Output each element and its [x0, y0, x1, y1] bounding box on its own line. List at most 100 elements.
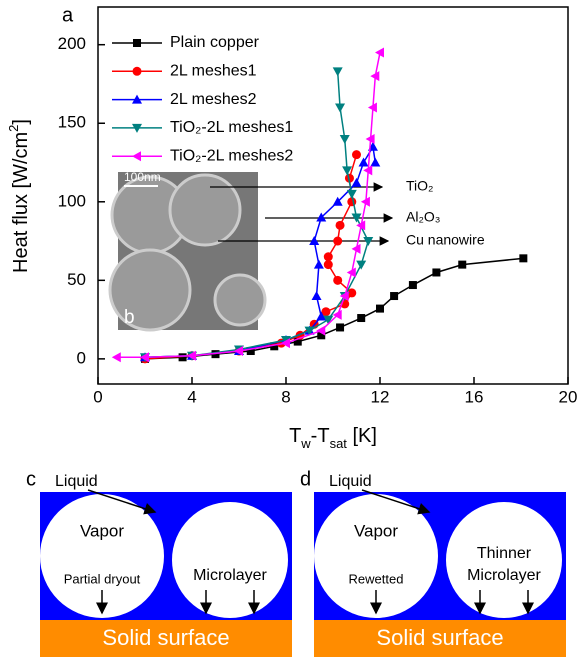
marker [293, 337, 302, 346]
x-tick-label: 12 [371, 387, 390, 406]
marker [346, 189, 357, 199]
panel-label: a [62, 4, 74, 26]
marker [211, 350, 220, 359]
y-axis-label-part: 2 [6, 125, 21, 132]
arrow [87, 489, 157, 515]
marker [311, 291, 322, 301]
x-tick-label: 4 [187, 387, 196, 406]
legend-label: 2L meshes1 [170, 63, 257, 80]
marker [339, 134, 350, 144]
y-axis-label-part: Heat flux [W/cm [10, 132, 32, 273]
liquid-label: Liquid [329, 473, 372, 490]
legend-label: 2L meshes2 [170, 91, 257, 108]
marker [234, 346, 243, 357]
marker [316, 212, 327, 222]
marker [519, 254, 528, 263]
marker [333, 275, 343, 285]
marker [408, 281, 417, 290]
inset-label: b [124, 307, 135, 328]
right-note: Microlayer [193, 567, 267, 584]
marker [376, 304, 384, 313]
scale-bar-label: 100nm [124, 170, 161, 184]
nanowire [108, 248, 192, 332]
x-tick-label: 0 [93, 387, 102, 406]
marker [360, 196, 370, 207]
x-tick-label: 8 [281, 387, 290, 406]
legend-label: TiO₂-2L meshes1 [170, 119, 293, 136]
marker [339, 291, 349, 302]
marker [111, 352, 121, 363]
marker [133, 39, 141, 47]
marker [317, 331, 326, 340]
marker [270, 342, 279, 351]
marker [323, 315, 334, 325]
y-tick-label: 100 [58, 191, 86, 210]
marker [313, 259, 324, 269]
marker [363, 165, 373, 176]
vapor-bubble [314, 494, 438, 618]
marker [356, 260, 367, 270]
x-tick-label: 20 [559, 387, 578, 406]
marker [132, 66, 142, 76]
legend-label: Plain copper [170, 34, 260, 51]
marker [309, 236, 320, 246]
x-tick-label: 16 [465, 387, 484, 406]
arrow [361, 489, 431, 515]
surface-label: Solid surface [376, 625, 503, 650]
x-axis-label-part: w [300, 436, 311, 451]
marker [375, 47, 384, 58]
y-axis-label-part: ] [10, 119, 32, 125]
panel-label: c [26, 468, 36, 490]
x-axis-label-part: sat [330, 436, 348, 451]
marker [356, 220, 366, 231]
marker [357, 314, 366, 323]
marker [358, 157, 369, 167]
vapor-label: Vapor [80, 521, 124, 540]
marker [332, 67, 343, 77]
x-axis-label: Tw-Tsat [K] [289, 425, 377, 451]
marker [323, 252, 333, 262]
annotation: TiO₂ [406, 178, 433, 194]
right-note: Thinner [477, 545, 532, 562]
marker [304, 326, 315, 336]
marker [367, 102, 377, 113]
marker [316, 325, 326, 336]
marker [332, 196, 343, 206]
marker [333, 236, 343, 246]
vapor-bubble [446, 502, 562, 618]
y-tick-label: 50 [67, 270, 86, 289]
solid-surface [314, 620, 566, 657]
marker [432, 268, 441, 277]
marker [335, 220, 345, 230]
y-axis-label: Heat flux [W/cm2] [6, 119, 32, 273]
vapor-bubble [40, 494, 164, 618]
vapor-bubble [172, 502, 288, 618]
marker [347, 288, 357, 298]
marker [132, 94, 142, 104]
marker [187, 350, 196, 361]
marker [321, 307, 331, 317]
marker [332, 309, 342, 320]
left-note: Partial dryout [64, 571, 141, 586]
y-tick-label: 200 [58, 34, 86, 53]
marker [336, 323, 345, 332]
marker [316, 311, 327, 321]
right-note: Microlayer [467, 567, 541, 584]
liquid-label: Liquid [55, 473, 98, 490]
surface-label: Solid surface [102, 625, 229, 650]
marker [342, 166, 353, 176]
marker [346, 267, 356, 278]
panel-label: d [300, 468, 311, 490]
nanowire [168, 173, 242, 247]
y-tick-label: 150 [58, 113, 86, 132]
x-axis-label-part: T [289, 425, 301, 447]
marker [365, 133, 375, 144]
legend-label: TiO₂-2L meshes2 [170, 147, 293, 164]
marker [458, 260, 467, 269]
x-axis-label-part: -T [311, 425, 330, 447]
marker [370, 157, 381, 167]
marker [132, 151, 141, 162]
marker [246, 347, 255, 356]
plot-frame [97, 6, 569, 385]
